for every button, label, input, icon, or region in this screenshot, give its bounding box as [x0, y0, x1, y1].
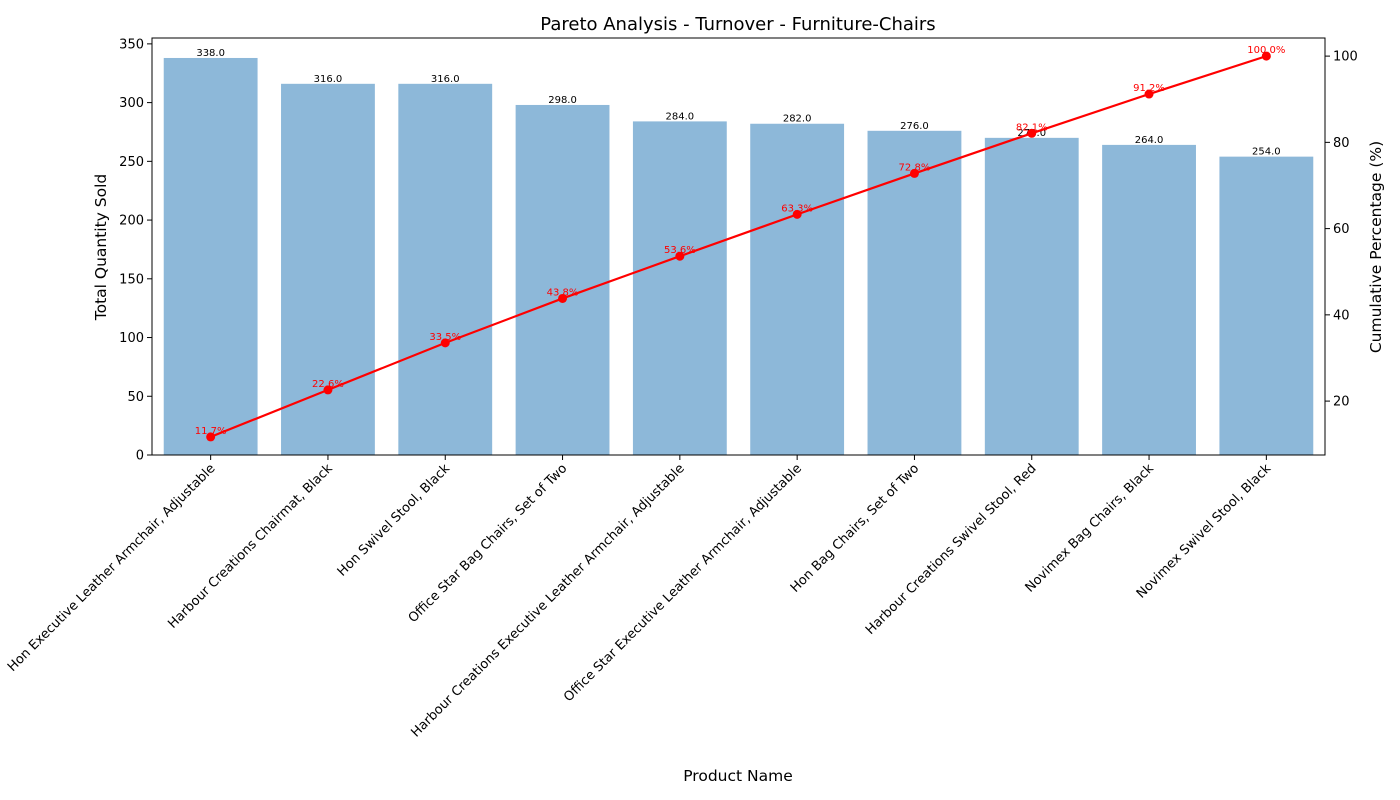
x-tick-label: Hon Swivel Stool, Black [335, 461, 454, 580]
cumulative-percent-label: 100.0% [1247, 45, 1285, 56]
bar-value-label: 298.0 [548, 95, 577, 106]
cumulative-percent-label: 91.2% [1133, 83, 1165, 94]
bar [632, 121, 727, 456]
cumulative-percent-label: 53.6% [664, 245, 696, 256]
x-tick-label: Novimex Bag Chairs, Black [1023, 461, 1158, 596]
y-tick-label: 300 [119, 96, 144, 111]
chart-title: Pareto Analysis - Turnover - Furniture-C… [540, 14, 935, 35]
y-tick-label: 150 [119, 272, 144, 287]
bar [515, 104, 610, 456]
cumulative-point [792, 209, 802, 219]
bar [1219, 156, 1314, 455]
bar-value-label: 276.0 [900, 121, 929, 132]
bar-value-label: 264.0 [1135, 135, 1164, 146]
cumulative-point [558, 293, 568, 303]
cumulative-percent-label: 63.3% [781, 203, 813, 214]
x-tick-label: Novimex Swivel Stool, Black [1134, 461, 1275, 602]
bar-value-label: 316.0 [431, 74, 460, 85]
cumulative-line-layer: 11.7% 22.6% 33.5% 43.8% 53.6% 63.3% 72.8% 82.1%… [195, 45, 1285, 442]
cumulative-percent-label: 72.8% [899, 162, 931, 173]
bar-value-label: 284.0 [666, 111, 695, 122]
bar [984, 137, 1079, 455]
bar [163, 57, 258, 455]
x-tick-label: Harbour Creations Executive Leather Armc… [408, 461, 687, 740]
cumulative-line [210, 55, 1267, 438]
cumulative-percent-label: 11.7% [195, 426, 227, 437]
plot-frame [151, 37, 1326, 456]
bar-value-label: 254.0 [1252, 147, 1281, 158]
cumulative-percent-label: 43.8% [547, 287, 579, 298]
cumulative-point [323, 385, 333, 395]
y-tick-label: 200 [119, 214, 144, 229]
bar [281, 83, 375, 455]
bar [867, 130, 962, 455]
y-axis-label: Total Quantity Sold [92, 174, 110, 322]
bar-value-label: 316.0 [314, 74, 343, 85]
x-tick-label: Hon Bag Chairs, Set of Two [788, 461, 922, 595]
y-tick-label: 250 [119, 155, 144, 170]
y2-tick-label: 60 [1333, 222, 1350, 237]
cumulative-percent-label: 22.6% [312, 379, 344, 390]
y2-tick-label: 80 [1333, 136, 1350, 151]
cumulative-point [440, 338, 450, 348]
x-tick-label: Hon Executive Leather Armchair, Adjustab… [5, 461, 219, 675]
cumulative-point [206, 432, 216, 442]
x-axis-label: Product Name [683, 767, 793, 785]
cumulative-point [675, 251, 685, 261]
y-tick-label: 100 [119, 331, 144, 346]
cumulative-percent-label: 82.1% [1016, 122, 1048, 133]
bar-value-label: 338.0 [196, 48, 225, 59]
bars-layer: 338.0316.0316.0298.0284.0282.0276.0270.0… [163, 48, 1314, 456]
cumulative-point [1261, 51, 1271, 61]
cumulative-point [1144, 89, 1154, 99]
y-tick-label: 350 [119, 37, 144, 52]
y2-tick-label: 20 [1333, 395, 1350, 410]
y-tick-label: 0 [136, 449, 144, 464]
bar [750, 123, 845, 455]
y2-tick-label: 40 [1333, 308, 1350, 323]
bar [398, 83, 493, 455]
cumulative-percent-label: 33.5% [429, 332, 461, 343]
x-tick-label: Office Star Executive Leather Armchair, … [561, 461, 805, 705]
cumulative-point [909, 168, 919, 178]
y2-axis-label: Cumulative Percentage (%) [1367, 141, 1385, 353]
y-tick-label: 50 [127, 390, 144, 405]
bar-value-label: 282.0 [783, 114, 812, 125]
y2-tick-label: 100 [1333, 50, 1358, 65]
bar [1102, 144, 1196, 456]
cumulative-point [1027, 128, 1037, 138]
